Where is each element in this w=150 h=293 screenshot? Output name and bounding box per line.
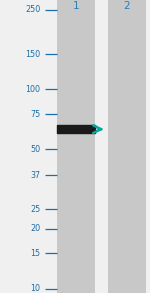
Text: 10: 10 xyxy=(30,284,40,293)
Text: 20: 20 xyxy=(30,224,40,233)
Text: 2: 2 xyxy=(123,1,130,11)
Text: 25: 25 xyxy=(30,205,40,214)
Text: 250: 250 xyxy=(25,5,40,14)
Text: 50: 50 xyxy=(30,145,40,154)
Text: 100: 100 xyxy=(26,85,40,94)
Text: 1: 1 xyxy=(72,1,79,11)
Text: 75: 75 xyxy=(30,110,40,119)
Text: 15: 15 xyxy=(30,249,40,258)
Text: 150: 150 xyxy=(25,50,40,59)
Text: 37: 37 xyxy=(30,171,40,180)
